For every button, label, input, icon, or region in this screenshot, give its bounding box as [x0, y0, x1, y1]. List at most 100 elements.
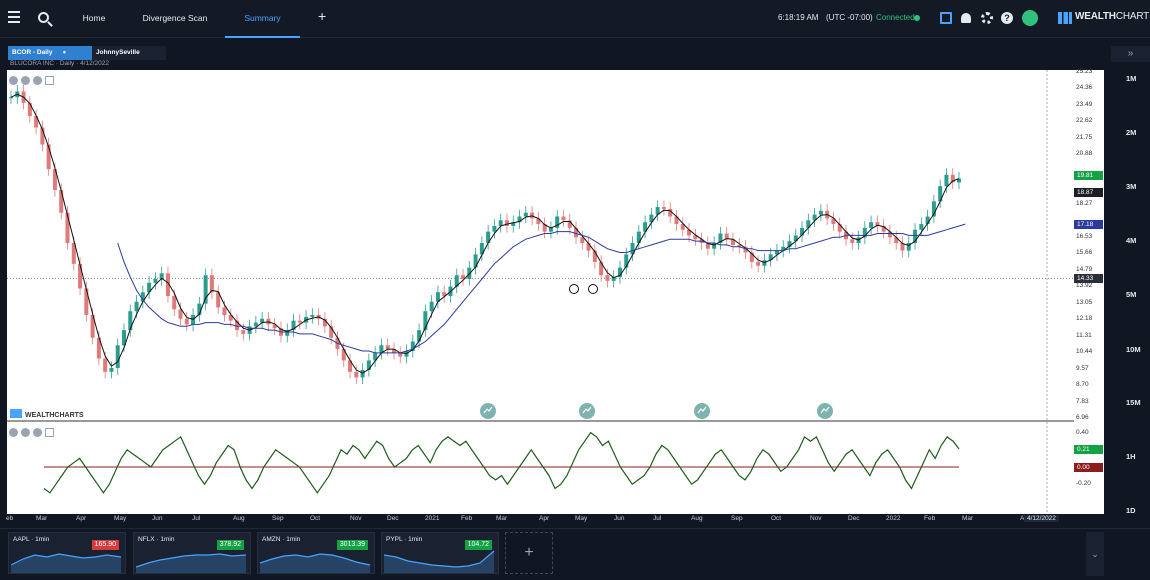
y-axis-tick: 20.88: [1076, 150, 1093, 158]
candle-body: [504, 220, 509, 226]
timeframe-1h[interactable]: 1H: [1126, 452, 1136, 461]
candle-body: [900, 243, 905, 251]
candle-body: [649, 214, 654, 223]
tool-icon-4[interactable]: [9, 428, 18, 437]
nav-summary[interactable]: Summary: [225, 0, 300, 38]
add-mini-chart-button[interactable]: +: [505, 532, 553, 574]
candle-body: [84, 288, 89, 315]
bell-icon[interactable]: [961, 13, 971, 23]
chart-tab-close-icon[interactable]: ●: [62, 49, 67, 56]
timeframe-1m[interactable]: 1M: [1126, 74, 1137, 83]
candle-body: [479, 243, 484, 255]
expand-icon[interactable]: [45, 76, 54, 85]
candle-body: [705, 243, 710, 249]
candle-body: [498, 220, 503, 226]
help-icon[interactable]: ?: [1001, 12, 1013, 24]
candle-body: [96, 337, 101, 359]
osc-pane-tools[interactable]: [9, 424, 57, 437]
timeframe-1d[interactable]: 1D: [1126, 506, 1136, 515]
candle-body: [938, 186, 943, 202]
price-chart[interactable]: WEALTHCHARTS: [7, 70, 1074, 514]
crosshair-badge: 14.33: [1074, 274, 1103, 284]
y-axis-tick: 9.57: [1076, 364, 1089, 372]
candle-body: [944, 174, 949, 187]
trend-arrow-icon: [582, 406, 592, 414]
candle-body: [730, 239, 735, 245]
price-pane-tools[interactable]: [9, 72, 57, 85]
candle-body: [354, 371, 359, 378]
candle-body: [461, 275, 466, 279]
x-axis-label: Aug: [233, 515, 245, 522]
sparkline-line: [136, 553, 247, 568]
nav-home[interactable]: Home: [82, 13, 106, 23]
pattern-marker-icon: [588, 284, 598, 294]
x-axis-label: Aug: [691, 515, 703, 522]
y-axis-tick: 15.66: [1076, 249, 1093, 257]
mini-chart[interactable]: NFLX · 1min 378.92: [133, 532, 251, 574]
mini-chart[interactable]: AAPL · 1min 165.90: [8, 532, 126, 574]
mini-chart[interactable]: PYPL · 1min 104.72: [381, 532, 499, 574]
mini-chart-symbol: AMZN · 1min: [262, 536, 301, 543]
candle-body: [781, 246, 786, 251]
candle-body: [222, 307, 227, 315]
collapse-panel-icon[interactable]: »: [1111, 46, 1150, 62]
chart-meta: BLUCORA INC · Daily · 4/12/2022: [10, 60, 109, 67]
mini-chart[interactable]: AMZN · 1min 3013.39: [257, 532, 375, 574]
candle-body: [52, 169, 57, 190]
expand-icon-2[interactable]: [45, 428, 54, 437]
candle-body: [542, 224, 547, 232]
watermark-logo-icon: [10, 409, 22, 418]
osc-axis-tick: 0.40: [1076, 428, 1089, 436]
chart-tab-johnnyseville[interactable]: JohnnySeville: [92, 46, 166, 60]
timeframe-15m[interactable]: 15M: [1126, 398, 1141, 407]
timeframe-2m[interactable]: 2M: [1126, 128, 1137, 137]
gear-icon[interactable]: [981, 12, 993, 24]
sparkline-fill: [260, 554, 370, 573]
brand-logo-charts: CHARTS: [1115, 11, 1150, 22]
chart-tab-bcor[interactable]: BCOR - Daily ●: [8, 46, 92, 60]
x-axis-label: Nov: [350, 515, 362, 522]
timeframe-5m[interactable]: 5M: [1126, 290, 1137, 299]
candle-body: [391, 349, 396, 353]
candle-body: [919, 224, 924, 230]
x-axis-label: Oct: [310, 515, 321, 522]
candle-body: [165, 273, 170, 297]
y-axis-tick: 18.27: [1076, 199, 1093, 207]
tool-icon-5[interactable]: [21, 428, 30, 437]
candle-body: [592, 250, 597, 262]
candle-body: [379, 345, 384, 353]
collapse-bottom-icon[interactable]: ⌄: [1086, 532, 1104, 576]
plus-icon[interactable]: +: [318, 8, 327, 24]
timeframe-3m[interactable]: 3M: [1126, 182, 1137, 191]
candle-body: [774, 250, 779, 255]
timeframe-4m[interactable]: 4M: [1126, 236, 1137, 245]
menu-icon[interactable]: [8, 11, 20, 26]
tool-icon-6[interactable]: [33, 428, 42, 437]
candle-body: [517, 216, 522, 223]
tool-icon-3[interactable]: [33, 76, 42, 85]
sparkline-line: [384, 550, 495, 568]
x-axis-label: Sep: [272, 515, 284, 522]
candle-body: [561, 216, 566, 221]
candle-body: [65, 212, 70, 244]
candle-body: [128, 311, 133, 331]
search-icon[interactable]: [38, 12, 49, 23]
candle-body: [410, 341, 415, 351]
candle-body: [881, 225, 886, 232]
avatar[interactable]: [1022, 10, 1038, 26]
candle-body: [737, 244, 742, 247]
timeframe-10m[interactable]: 10M: [1126, 345, 1141, 354]
save-icon[interactable]: [940, 12, 952, 24]
chart-tab-bcor-label: BCOR - Daily: [12, 49, 53, 56]
candle-body: [655, 207, 660, 215]
nav-divergence-scan[interactable]: Divergence Scan: [142, 13, 208, 23]
pattern-marker-icon: [569, 284, 579, 294]
x-axis-label: Oct: [771, 515, 782, 522]
candle-body: [913, 229, 918, 244]
x-axis-label: Jun: [614, 515, 625, 522]
tool-icon-1[interactable]: [9, 76, 18, 85]
trend-signal-icon: [579, 403, 595, 419]
tool-icon-2[interactable]: [21, 76, 30, 85]
connection-status: Connected: [876, 13, 915, 22]
x-axis-label: Dec: [848, 515, 860, 522]
